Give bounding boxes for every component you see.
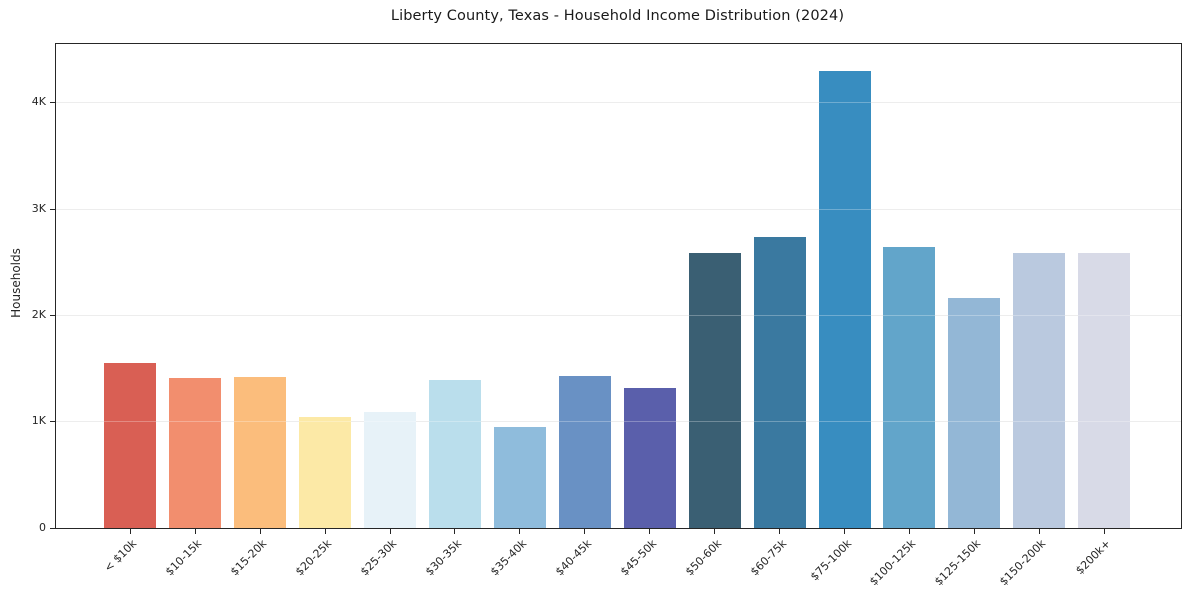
x-tick-mark: [454, 529, 456, 534]
bar: [948, 298, 1001, 528]
x-tick-mark: [389, 529, 391, 534]
gridline-overlay: [56, 208, 1181, 210]
bar: [623, 387, 676, 528]
x-tick-mark: [908, 529, 910, 534]
y-tick-mark: [50, 527, 55, 529]
y-tick-label: 2K: [31, 307, 46, 321]
bar: [234, 377, 287, 528]
y-tick-label: 1K: [31, 414, 46, 428]
y-tick-mark: [50, 208, 55, 210]
gridline-overlay: [56, 102, 1181, 104]
bar: [169, 378, 222, 528]
x-tick-mark: [779, 529, 781, 534]
bar: [299, 417, 352, 528]
plot-area: 0 1K 2K 3K 4K < $10k $10-15k $15-20k $20-25k $25-…: [32, 43, 1182, 588]
bar: [364, 412, 417, 528]
x-tick-mark: [324, 529, 326, 534]
x-tick-mark: [973, 529, 975, 534]
y-tick-mark: [50, 102, 55, 104]
bar: [428, 380, 481, 528]
gridline: [56, 421, 1181, 423]
bar: [558, 376, 611, 528]
x-tick-label: < $10k: [101, 537, 140, 575]
bar: [883, 247, 936, 528]
bar: [1078, 252, 1131, 528]
bar: [818, 70, 871, 528]
x-tick-mark: [194, 529, 196, 534]
x-tick-mark: [519, 529, 521, 534]
gridline: [56, 208, 1181, 210]
chart-title: Liberty County, Texas - Household Income…: [390, 8, 845, 24]
y-tick-mark: [50, 314, 55, 316]
gridline-overlay: [56, 314, 1181, 316]
x-tick-mark: [129, 529, 131, 534]
bar: [753, 236, 806, 528]
bar: [1013, 252, 1066, 528]
y-tick-label: 0: [39, 520, 46, 534]
x-tick-mark: [259, 529, 261, 534]
y-tick-label: 4K: [31, 95, 46, 109]
x-tick-mark: [1038, 529, 1040, 534]
gridline: [56, 102, 1181, 104]
bar: [104, 363, 157, 528]
x-tick-mark: [844, 529, 846, 534]
x-tick-mark: [714, 529, 716, 534]
bar: [493, 427, 546, 528]
gridline: [56, 314, 1181, 316]
gridline-overlay: [56, 421, 1181, 423]
bar: [688, 252, 741, 528]
x-tick-mark: [649, 529, 651, 534]
x-tick-mark: [1103, 529, 1105, 534]
x-tick-mark: [584, 529, 586, 534]
y-tick-mark: [50, 421, 55, 423]
y-tick-label: 3K: [31, 201, 46, 215]
